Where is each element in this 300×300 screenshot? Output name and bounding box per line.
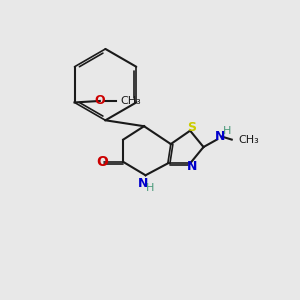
Text: O: O [94, 94, 105, 107]
Text: N: N [186, 160, 197, 173]
Text: O: O [96, 155, 108, 169]
Text: H: H [146, 183, 154, 193]
Text: S: S [187, 121, 196, 134]
Text: CH₃: CH₃ [121, 96, 141, 106]
Text: N: N [215, 130, 225, 142]
Text: CH₃: CH₃ [238, 135, 259, 145]
Text: N: N [138, 177, 148, 190]
Text: H: H [223, 126, 231, 136]
